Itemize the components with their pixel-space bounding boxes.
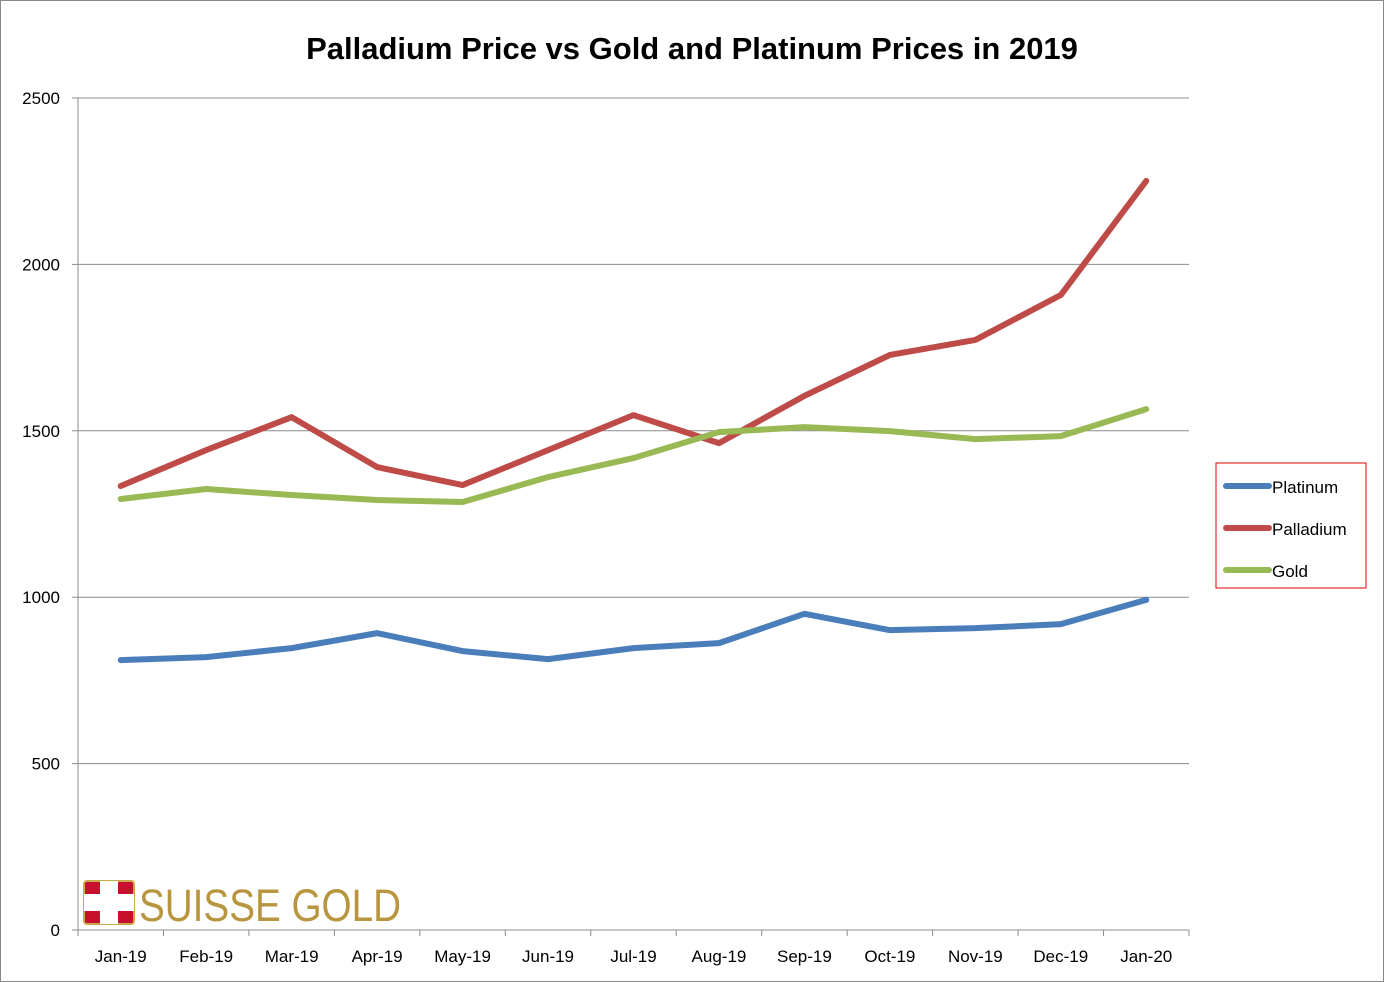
chart-title: Palladium Price vs Gold and Platinum Pri… xyxy=(306,31,1078,66)
x-tick-label: Jan-20 xyxy=(1120,947,1172,966)
x-tick-label: Oct-19 xyxy=(864,947,915,966)
x-tick-label: Jun-19 xyxy=(522,947,574,966)
series-line-platinum xyxy=(117,596,1150,664)
y-tick-label: 1000 xyxy=(22,588,60,607)
y-tick-label: 1500 xyxy=(22,422,60,441)
x-tick-label: Mar-19 xyxy=(265,947,319,966)
y-tick-label: 500 xyxy=(32,755,60,774)
x-tick-label: Nov-19 xyxy=(948,947,1003,966)
legend-label-palladium: Palladium xyxy=(1272,520,1347,539)
y-tick-label: 2000 xyxy=(22,255,60,274)
x-tick-label: Dec-19 xyxy=(1033,947,1088,966)
x-tick-label: Jan-19 xyxy=(95,947,147,966)
flag-cross-horizontal xyxy=(84,894,134,911)
x-tick-label: Sep-19 xyxy=(777,947,832,966)
x-tick-label: Apr-19 xyxy=(352,947,403,966)
series-lines xyxy=(117,177,1150,664)
y-tick-label: 0 xyxy=(51,921,60,940)
legend-label-platinum: Platinum xyxy=(1272,478,1338,497)
y-tick-label: 2500 xyxy=(22,89,60,108)
x-tick-label: May-19 xyxy=(434,947,491,966)
logo-text: SUISSE GOLD xyxy=(139,880,401,931)
x-tick-label: Aug-19 xyxy=(692,947,747,966)
legend: Platinum Palladium Gold xyxy=(1215,462,1367,589)
x-tick-label: Feb-19 xyxy=(179,947,233,966)
legend-label-gold: Gold xyxy=(1272,562,1308,581)
gridlines xyxy=(78,97,1189,765)
x-tick-label: Jul-19 xyxy=(610,947,656,966)
suisse-gold-logo: SUISSE GOLD xyxy=(83,880,401,931)
axes: 0 500 1000 1500 2000 2500 Jan-19 Feb-19 Mar-19 Ap… xyxy=(22,89,1190,966)
